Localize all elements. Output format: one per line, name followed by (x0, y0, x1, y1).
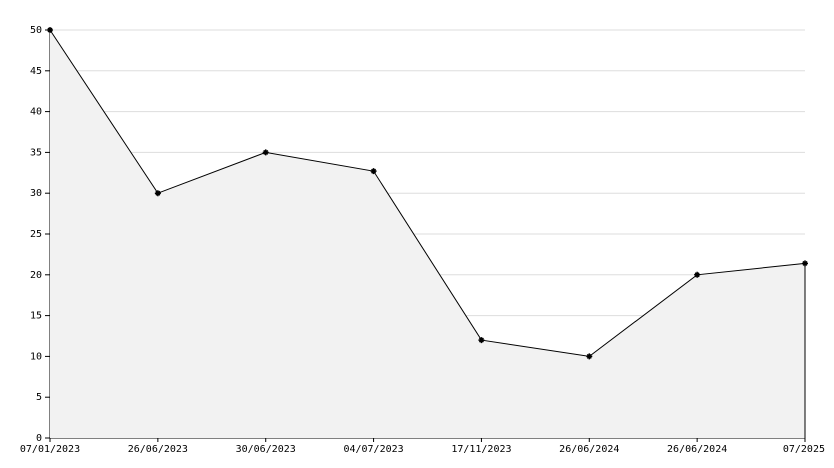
x-tick-label: 26/06/2024 (667, 444, 727, 455)
marker (47, 27, 53, 33)
x-tick-label: 07/01/2023 (20, 444, 80, 455)
y-tick-label: 15 (30, 311, 42, 322)
y-tick-label: 30 (30, 188, 42, 199)
x-tick-label: 07/2025 (783, 444, 825, 455)
marker (370, 168, 377, 175)
y-tick-label: 0 (36, 433, 42, 444)
y-tick-label: 20 (30, 270, 42, 281)
x-tick-label: 26/06/2024 (559, 444, 619, 455)
marker (802, 260, 808, 267)
marker (262, 149, 269, 156)
y-tick-label: 5 (36, 392, 42, 403)
y-tick-label: 10 (30, 351, 42, 362)
x-tick-label: 26/06/2023 (128, 444, 188, 455)
marker (154, 190, 161, 197)
marker (586, 353, 593, 360)
marker (694, 271, 701, 278)
y-tick-label: 40 (30, 107, 42, 118)
line (49, 29, 806, 357)
x-tick-label: 17/11/2023 (451, 444, 511, 455)
marker (478, 337, 485, 344)
y-tick-label: 35 (30, 147, 42, 158)
y-tick-label: 45 (30, 66, 42, 77)
y-tick-label: 50 (30, 25, 42, 36)
x-tick-label: 30/06/2023 (236, 444, 296, 455)
y-tick-label: 25 (30, 229, 42, 240)
x-tick-label: 04/07/2023 (343, 444, 403, 455)
